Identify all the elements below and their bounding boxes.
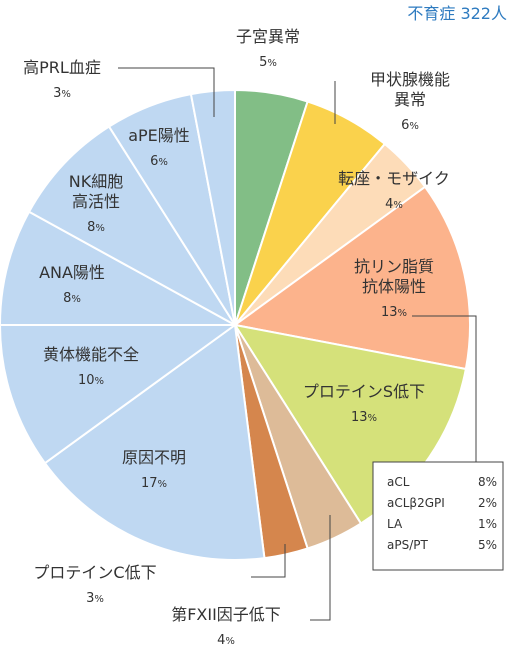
breakdown-box [372, 461, 504, 571]
pie-slice [43, 323, 266, 561]
breakdown-name: aCLβ2GPI [387, 496, 445, 510]
slice-label: 原因不明 17% [122, 448, 186, 491]
slice-name: プロテインC低下 [33, 563, 156, 582]
slice-percent: 6% [401, 118, 419, 133]
slice-label: 子宮異常 5% [236, 27, 300, 70]
slice-label: 黄体機能不全 10% [43, 345, 139, 388]
slice-percent: 10% [78, 373, 104, 388]
slice-percent: 8% [87, 220, 105, 235]
breakdown-value: 2% [478, 496, 497, 510]
population-header: 不育症 322人 [407, 4, 507, 23]
pie-slice [0, 210, 236, 326]
leader-line [310, 515, 331, 621]
slice-percent: 8% [63, 291, 81, 306]
breakdown-value: 5% [478, 538, 497, 552]
slice-name: 原因不明 [122, 448, 186, 467]
pie-slice [0, 324, 239, 465]
leader-line [118, 67, 215, 117]
slice-percent: 4% [217, 633, 235, 648]
breakdown-name: aPS/PT [387, 538, 428, 552]
pie-slice [189, 88, 236, 326]
slice-label: aPE陽性 6% [128, 126, 190, 169]
breakdown-name: aCL [387, 475, 410, 489]
slice-name: 子宮異常 [236, 27, 300, 46]
slice-label: プロテインS低下 13% [303, 382, 425, 425]
slice-name: 黄体機能不全 [43, 345, 139, 364]
slice-name: 甲状腺機能 [370, 70, 450, 89]
slice-percent: 6% [150, 154, 168, 169]
slice-percent: 3% [53, 86, 71, 101]
slice-percent: 13% [351, 410, 377, 425]
leader-line [412, 315, 477, 462]
pie-slice [232, 185, 471, 371]
slice-name: ANA陽性 [39, 263, 105, 282]
slice-percent: 3% [86, 591, 104, 606]
breakdown-value: 8% [478, 475, 497, 489]
breakdown-name: LA [387, 517, 403, 531]
slice-label: ANA陽性 8% [39, 263, 105, 306]
slice-name: NK細胞 [69, 172, 123, 191]
slice-name: 高活性 [72, 192, 120, 211]
slice-name: 第FXII因子低下 [171, 605, 281, 624]
leader-line [251, 544, 286, 578]
slice-name: 抗体陽性 [362, 277, 426, 296]
slice-name: 高PRL血症 [23, 58, 101, 77]
slice-name: 抗リン脂質 [354, 257, 434, 276]
slice-name: aPE陽性 [128, 126, 190, 145]
slice-name: プロテインS低下 [303, 382, 425, 401]
slice-label: 高PRL血症 3% [23, 58, 101, 101]
slice-label: 転座・モザイク 4% [338, 169, 450, 212]
slice-percent: 13% [381, 305, 407, 320]
slice-name: 異常 [394, 90, 426, 109]
slice-percent: 4% [385, 197, 403, 212]
slice-percent: 17% [141, 476, 167, 491]
slice-percent: 5% [259, 55, 277, 70]
breakdown-value: 1% [478, 517, 497, 531]
slice-name: 転座・モザイク [338, 169, 450, 188]
slice-label: 第FXII因子低下 4% [171, 605, 281, 648]
pie-slice [27, 125, 236, 326]
slice-label: プロテインC低下 3% [33, 563, 156, 606]
